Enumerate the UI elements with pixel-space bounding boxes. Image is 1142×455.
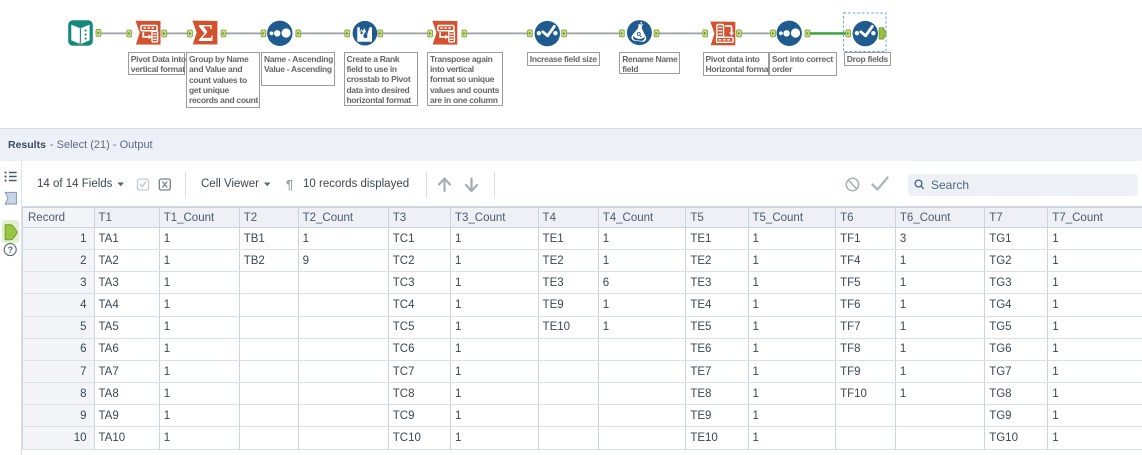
svg-text:?: ?: [7, 245, 13, 255]
svg-text:Σ: Σ: [198, 21, 214, 47]
svg-text:¶: ¶: [286, 177, 293, 192]
